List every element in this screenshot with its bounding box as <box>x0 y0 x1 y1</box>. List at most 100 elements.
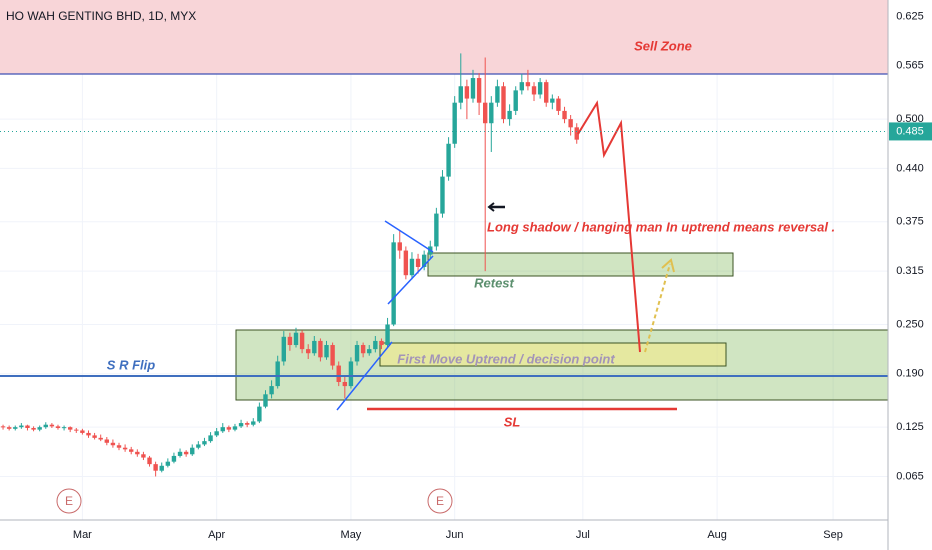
candle-body <box>525 82 531 87</box>
candle-body <box>208 435 213 442</box>
candle-body <box>324 345 329 358</box>
candle-body <box>544 82 549 103</box>
y-tick-label: 0.500 <box>896 113 924 125</box>
candle-body <box>281 336 286 362</box>
candle-body <box>19 425 24 428</box>
candle-body <box>202 441 207 445</box>
candle-body <box>458 86 463 103</box>
candle-body <box>507 110 512 120</box>
candle-body <box>476 78 482 103</box>
candle-body <box>299 332 305 350</box>
candle-body <box>306 349 311 354</box>
candle-body <box>434 213 439 247</box>
candle-body <box>177 451 183 456</box>
candle-body <box>232 426 238 430</box>
candle-body <box>147 457 152 465</box>
candle-body <box>531 86 537 95</box>
candle-body <box>116 445 122 448</box>
arrow-head <box>487 202 495 212</box>
retest-zone <box>427 252 734 277</box>
candle-body <box>49 424 55 427</box>
candle-body <box>482 102 488 124</box>
y-tick-label: 0.250 <box>896 318 924 330</box>
x-tick-label: Apr <box>208 529 225 541</box>
y-tick-label: 0.375 <box>896 216 924 228</box>
candle-body <box>440 176 445 214</box>
x-tick-label: May <box>341 529 362 541</box>
x-tick-label: Mar <box>73 529 92 541</box>
candle-body <box>13 427 18 429</box>
candle-body <box>159 465 164 471</box>
y-tick-label: 0.125 <box>896 421 924 433</box>
candle-body <box>275 361 280 387</box>
candle-body <box>464 86 470 99</box>
candle-body <box>165 461 171 466</box>
axis-labels: 0.625 0.565 0.500 0.440 0.375 0.315 0.250 0.190… <box>0 10 932 541</box>
candle-body <box>556 98 561 111</box>
candle-body <box>190 447 195 455</box>
candle-body <box>135 451 140 455</box>
candle-body <box>348 361 354 387</box>
candle-body <box>67 427 73 430</box>
candle-body <box>446 143 451 177</box>
candle-body <box>0 426 6 428</box>
candle-body <box>55 426 61 428</box>
candle-body <box>257 406 262 422</box>
candle-body <box>403 250 409 276</box>
sell-zone <box>0 0 888 74</box>
candle-body <box>251 421 256 425</box>
candle-body <box>74 429 79 431</box>
trend-line <box>336 341 393 411</box>
candle-body <box>104 439 110 443</box>
candle-body <box>354 345 360 362</box>
candle-body <box>183 451 189 455</box>
candle-body <box>550 98 555 103</box>
last-price-box <box>889 122 932 141</box>
candle-body <box>373 340 378 350</box>
candle-body <box>220 427 225 432</box>
candle-body <box>391 242 396 325</box>
candle-body <box>513 90 518 111</box>
event-label: E <box>65 494 73 508</box>
candle-body <box>226 427 232 430</box>
projection-path <box>577 100 641 353</box>
projection-arrow <box>644 263 671 353</box>
candle-body <box>110 442 116 446</box>
candle-body <box>171 455 177 462</box>
candle-body <box>574 127 579 140</box>
candle-body <box>470 78 476 99</box>
note: Long shadow / hanging man In uptrend mea… <box>487 219 835 234</box>
candle-body <box>342 381 348 387</box>
candle-body <box>37 427 42 430</box>
y-tick-label: 0.625 <box>896 10 924 22</box>
candle-body <box>153 464 158 471</box>
candle-body <box>92 435 97 438</box>
candle-body <box>122 447 128 450</box>
candle-body <box>312 340 317 354</box>
candle-body <box>519 82 525 91</box>
candle-body <box>293 332 299 346</box>
candle-body <box>495 86 500 103</box>
candle-body <box>537 82 543 95</box>
candle-body <box>385 324 390 346</box>
y-tick-label: 0.565 <box>896 60 924 72</box>
candle-body <box>196 444 201 448</box>
candle-body <box>43 424 48 428</box>
candle-body <box>379 340 384 346</box>
y-tick-label: 0.065 <box>896 470 924 482</box>
candle-body <box>141 454 146 458</box>
x-tick-label: Jul <box>576 529 590 541</box>
x-tick-label: Aug <box>707 529 727 541</box>
event-marker[interactable] <box>56 488 82 514</box>
candle-body <box>409 258 415 276</box>
triangle-line <box>387 255 434 305</box>
candle-body <box>330 345 335 366</box>
note: Retest <box>474 275 514 290</box>
candle-body <box>244 423 250 425</box>
candle-body <box>86 432 91 436</box>
event-marker[interactable] <box>427 488 453 514</box>
note: S R Flip <box>107 357 155 372</box>
candle-body <box>452 102 457 144</box>
candle-body <box>367 349 372 354</box>
